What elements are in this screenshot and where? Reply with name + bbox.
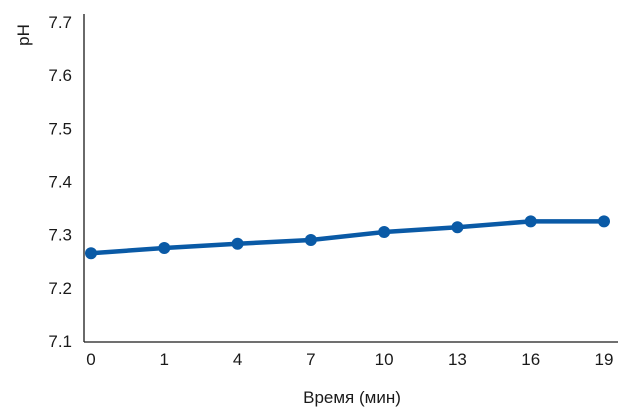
x-tick-label: 0	[86, 350, 95, 369]
y-axis-ticks: 7.1 7.2 7.3 7.4 7.5 7.6 7.7	[48, 13, 72, 351]
series-group	[85, 215, 610, 260]
y-tick-label: 7.6	[48, 66, 72, 85]
data-point	[304, 233, 317, 246]
data-point	[598, 215, 610, 228]
y-tick-label: 7.7	[48, 13, 72, 32]
x-tick-label: 7	[306, 350, 315, 369]
x-axis-ticks: 0 1 4 7 10 13 16 19	[86, 350, 613, 369]
data-point	[231, 237, 244, 250]
data-point	[158, 241, 171, 254]
data-point	[524, 215, 537, 228]
x-tick-label: 10	[375, 350, 394, 369]
x-tick-label: 19	[595, 350, 614, 369]
y-tick-label: 7.5	[48, 119, 72, 138]
x-tick-label: 1	[160, 350, 169, 369]
y-tick-label: 7.2	[48, 279, 72, 298]
x-tick-label: 4	[233, 350, 242, 369]
data-point	[85, 247, 97, 260]
x-tick-label: 13	[448, 350, 467, 369]
x-axis-title: Время (мин)	[303, 388, 401, 407]
y-tick-label: 7.1	[48, 332, 72, 351]
y-tick-label: 7.3	[48, 226, 72, 245]
x-tick-label: 16	[521, 350, 540, 369]
data-point	[451, 221, 464, 234]
y-tick-label: 7.4	[48, 173, 72, 192]
series-line	[88, 219, 607, 256]
data-point	[378, 226, 391, 239]
y-axis-title: pH	[14, 24, 33, 46]
